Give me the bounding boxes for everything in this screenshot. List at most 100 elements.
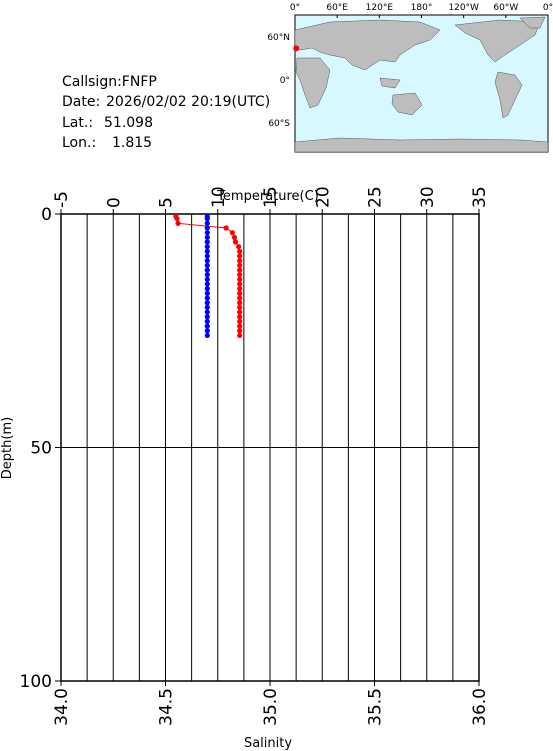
- profile-point: [204, 323, 210, 329]
- profile-point: [204, 262, 210, 268]
- profile-point: [204, 244, 210, 250]
- profile-point: [204, 234, 210, 240]
- land-africa: [295, 57, 331, 109]
- x2-tick-label: 34.5: [157, 688, 177, 726]
- x-tick-label: 5: [157, 197, 177, 208]
- profile-point: [237, 262, 243, 268]
- map-land: [294, 16, 549, 153]
- profile-point: [174, 216, 180, 222]
- y-tick-label: 50: [30, 439, 52, 459]
- profile-point: [236, 244, 242, 250]
- land-south-america: [494, 71, 523, 119]
- map-lon-label: 180°: [411, 3, 433, 13]
- profile-point: [204, 230, 210, 236]
- profile-point: [237, 318, 243, 325]
- x-tick-label: -5: [52, 191, 72, 208]
- profile-point: [237, 253, 243, 259]
- profile-point: [204, 253, 210, 259]
- profile-point: [204, 300, 210, 306]
- x-axis-title: Temperature(C): [216, 189, 319, 204]
- map-lon-label: 60°W: [493, 3, 518, 13]
- x2-tick-label: 36.0: [470, 688, 490, 726]
- land-greenland: [519, 16, 546, 29]
- profile-point: [237, 267, 243, 273]
- profile-point: [204, 276, 210, 282]
- date-label: Date:: [62, 94, 100, 110]
- profile-point: [232, 239, 239, 245]
- profile-point: [237, 309, 243, 315]
- x2-axis-title: Salinity: [244, 736, 292, 751]
- date: 2026/02/02 20:19(UTC): [106, 94, 270, 110]
- profile-point: [237, 248, 243, 254]
- lon-label: Lon.:: [62, 135, 96, 151]
- profile-point: [237, 328, 243, 334]
- map-position: [293, 45, 300, 52]
- world-map: [294, 14, 549, 153]
- map-lat-label: 0°: [280, 76, 290, 86]
- profile-point: [237, 300, 243, 306]
- x2-tick-label: 34.0: [52, 688, 72, 726]
- x2-tick-label: 35.0: [261, 688, 281, 726]
- profile-point: [204, 309, 210, 315]
- callsign: Callsign:FNFP: [62, 74, 157, 90]
- profile-point: [237, 276, 243, 282]
- lon: 1.815: [112, 135, 152, 151]
- profile-point: [237, 323, 243, 329]
- profile-point: [204, 272, 210, 278]
- profile-point: [223, 225, 229, 231]
- profile-point: [237, 295, 243, 301]
- x-tick-label: 10: [209, 186, 229, 208]
- land-indonesia: [379, 77, 401, 89]
- lat: 51.098: [104, 115, 153, 131]
- profile-point: [204, 318, 210, 325]
- x-tick-label: 20: [313, 186, 333, 208]
- lat-label: Lat.:: [62, 115, 93, 131]
- x-tick-label: 0: [104, 197, 124, 208]
- profile-point: [231, 234, 238, 240]
- profile-point: [204, 304, 210, 310]
- profile-point: [204, 286, 210, 292]
- map-lon-label: 0°: [543, 3, 553, 13]
- map-lon-label: 120°W: [448, 3, 479, 13]
- x2-tick-label: 35.5: [366, 688, 386, 726]
- map-lat-label: 60°S: [268, 119, 290, 129]
- x-tick-label: 25: [366, 186, 386, 208]
- profile-point: [237, 304, 243, 310]
- profile-point: [204, 225, 210, 231]
- profile-point: [237, 332, 243, 339]
- profile-point: [237, 258, 243, 264]
- x-tick-label: 30: [418, 186, 438, 208]
- profile-point: [204, 220, 210, 226]
- land-australia: [391, 92, 423, 116]
- profile-point: [237, 286, 243, 292]
- y-axis-title: Depth(m): [0, 417, 15, 479]
- land-antarctica: [294, 137, 549, 153]
- y-tick-label: 0: [41, 205, 52, 225]
- y-tick-label: 100: [20, 672, 52, 692]
- profile-point: [204, 267, 210, 273]
- profile-point: [204, 216, 210, 222]
- profile-point: [204, 295, 210, 301]
- profile-point: [237, 272, 243, 278]
- map-lon-label: 0°: [290, 3, 300, 13]
- profile-point: [175, 220, 181, 226]
- profile-point: [204, 248, 210, 254]
- profile-point: [204, 314, 210, 320]
- map-lon-label: 60°E: [326, 3, 348, 13]
- profile-point: [204, 290, 210, 296]
- profile-point: [204, 332, 210, 339]
- profile-point: [204, 281, 210, 287]
- x-tick-label: 35: [470, 186, 490, 208]
- profile-point: [204, 328, 210, 334]
- profile-point: [237, 314, 243, 320]
- x-tick-label: 15: [261, 186, 281, 208]
- land-eurasia: [294, 19, 441, 71]
- map-lat-label: 60°N: [267, 33, 290, 43]
- profile-point: [204, 258, 210, 264]
- profile-point: [237, 281, 243, 287]
- map-lon-label: 120°E: [366, 3, 394, 13]
- profile-point: [237, 290, 243, 296]
- profile-point: [204, 239, 210, 245]
